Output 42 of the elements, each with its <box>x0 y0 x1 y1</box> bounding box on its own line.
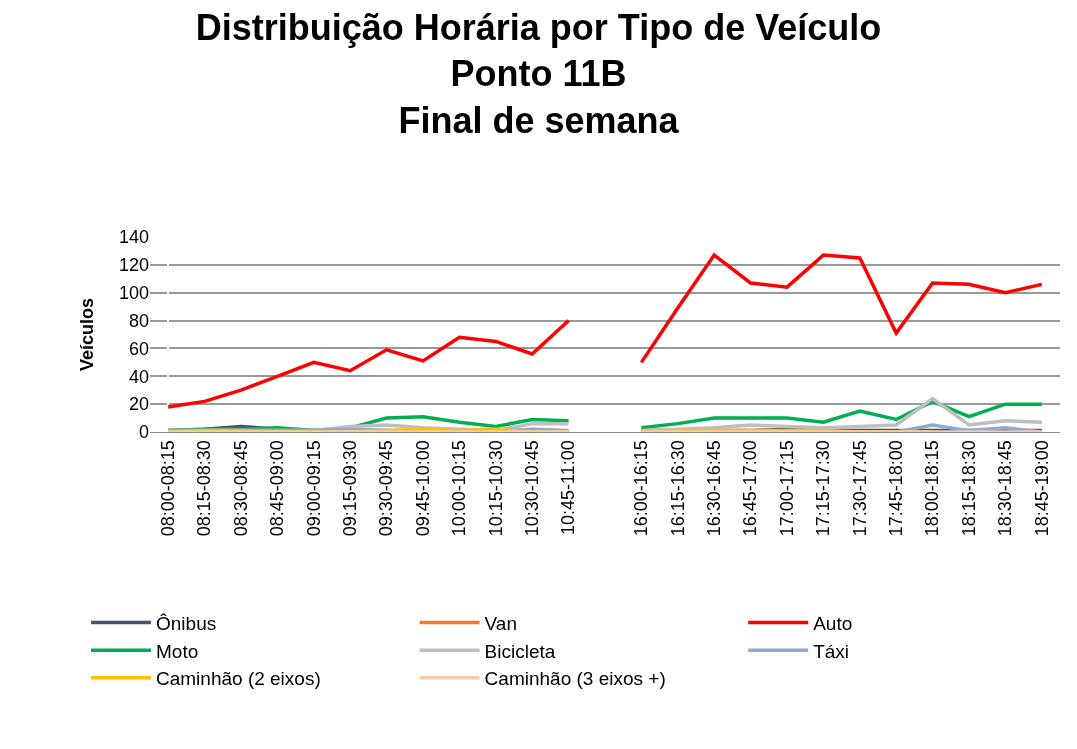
x-tick-label: 10:45-11:00 <box>558 440 579 535</box>
legend-label: Caminhão (3 eixos +) <box>484 668 666 690</box>
y-tick-label: 80 <box>128 310 149 331</box>
y-tick-label: 40 <box>128 366 149 387</box>
x-tick-label: 10:15-10:30 <box>485 440 506 537</box>
x-tick-label: 17:00-17:15 <box>776 440 797 537</box>
y-tick-label: 140 <box>118 227 149 248</box>
x-tick-label: 08:00-08:15 <box>158 440 179 537</box>
x-tick-label: 10:00-10:15 <box>449 440 470 537</box>
y-tick-label: 120 <box>118 255 149 276</box>
legend-label: Auto <box>813 612 853 634</box>
x-tick-label: 16:30-16:45 <box>704 440 725 537</box>
x-tick-label: 16:00-16:15 <box>631 440 652 537</box>
y-tick-label: 100 <box>118 283 149 304</box>
x-tick-label: 18:30-18:45 <box>995 440 1016 537</box>
x-tick-label: 18:45-19:00 <box>1031 440 1052 537</box>
x-tick-label: 17:30-17:45 <box>849 440 870 537</box>
y-tick-label: 20 <box>128 394 149 415</box>
y-tick-label: 0 <box>138 422 149 443</box>
legend-label: Van <box>484 612 518 634</box>
y-tick-label: 60 <box>128 338 149 359</box>
chart-title: Distribuição Horária por Tipo de Veículo Ponto 11B Final de semana <box>195 6 882 142</box>
x-tick-label: 08:45-09:00 <box>267 440 288 537</box>
x-tick-label: 09:30-09:45 <box>376 440 397 537</box>
legend-label: Ônibus <box>156 612 217 634</box>
x-tick-label: 16:15-16:30 <box>667 440 688 537</box>
x-tick-label: 09:15-09:30 <box>340 440 361 537</box>
y-axis-title: Veículos <box>77 297 98 372</box>
x-tick-label: 09:45-10:00 <box>412 440 433 537</box>
x-tick-label: 18:15-18:30 <box>958 440 979 537</box>
legend-label: Moto <box>156 640 199 662</box>
legend-label: Táxi <box>813 640 850 662</box>
x-tick-label: 18:00-18:15 <box>922 440 943 537</box>
x-tick-label: 10:30-10:45 <box>522 440 543 537</box>
legend-label: Caminhão (2 eixos) <box>156 668 321 690</box>
x-tick-label: 17:15-17:30 <box>813 440 834 537</box>
x-tick-label: 09:00-09:15 <box>303 440 324 537</box>
x-tick-label: 16:45-17:00 <box>740 440 761 537</box>
x-tick-label: 08:15-08:30 <box>194 440 215 537</box>
x-tick-label: 08:30-08:45 <box>230 440 251 537</box>
x-tick-label: 17:45-18:00 <box>886 440 907 537</box>
legend-label: Bicicleta <box>484 640 556 662</box>
